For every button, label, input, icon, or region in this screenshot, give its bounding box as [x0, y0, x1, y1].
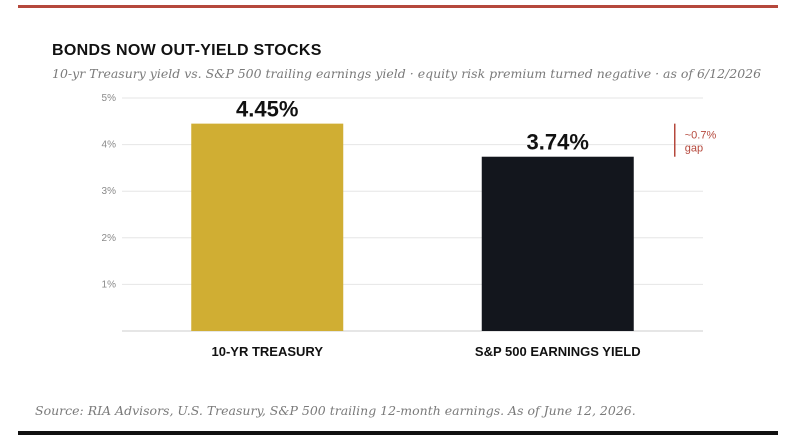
gap-annotation: ~0.7%gap [674, 123, 717, 157]
y-tick-label: 4% [102, 140, 117, 151]
bar-value-label: 3.74% [527, 130, 589, 155]
y-axis-ticks: 1% 2% 3% 4% 5% [102, 93, 117, 290]
source-note: Source: RIA Advisors, U.S. Treasury, S&P… [35, 403, 636, 418]
y-tick-label: 1% [102, 279, 117, 290]
top-rule [18, 5, 778, 8]
gap-label: gap [685, 143, 703, 155]
chart-subtitle: 10-yr Treasury yield vs. S&P 500 trailin… [52, 66, 762, 81]
bar [191, 123, 344, 331]
bar-labels: 4.45% 10-YR TREASURY 3.74% S&P 500 EARNINGS… [212, 97, 641, 359]
y-tick-label: 2% [102, 233, 117, 244]
bar [481, 156, 634, 331]
category-label: S&P 500 EARNINGS YIELD [475, 344, 641, 359]
bar-value-label: 4.45% [236, 97, 298, 122]
gap-label: ~0.7% [685, 130, 717, 142]
y-tick-label: 3% [102, 186, 117, 197]
bottom-rule [18, 431, 778, 435]
bars [191, 123, 634, 331]
chart-title: BONDS NOW OUT-YIELD STOCKS [52, 42, 322, 59]
category-label: 10-YR TREASURY [212, 344, 324, 359]
y-tick-label: 5% [102, 93, 117, 104]
